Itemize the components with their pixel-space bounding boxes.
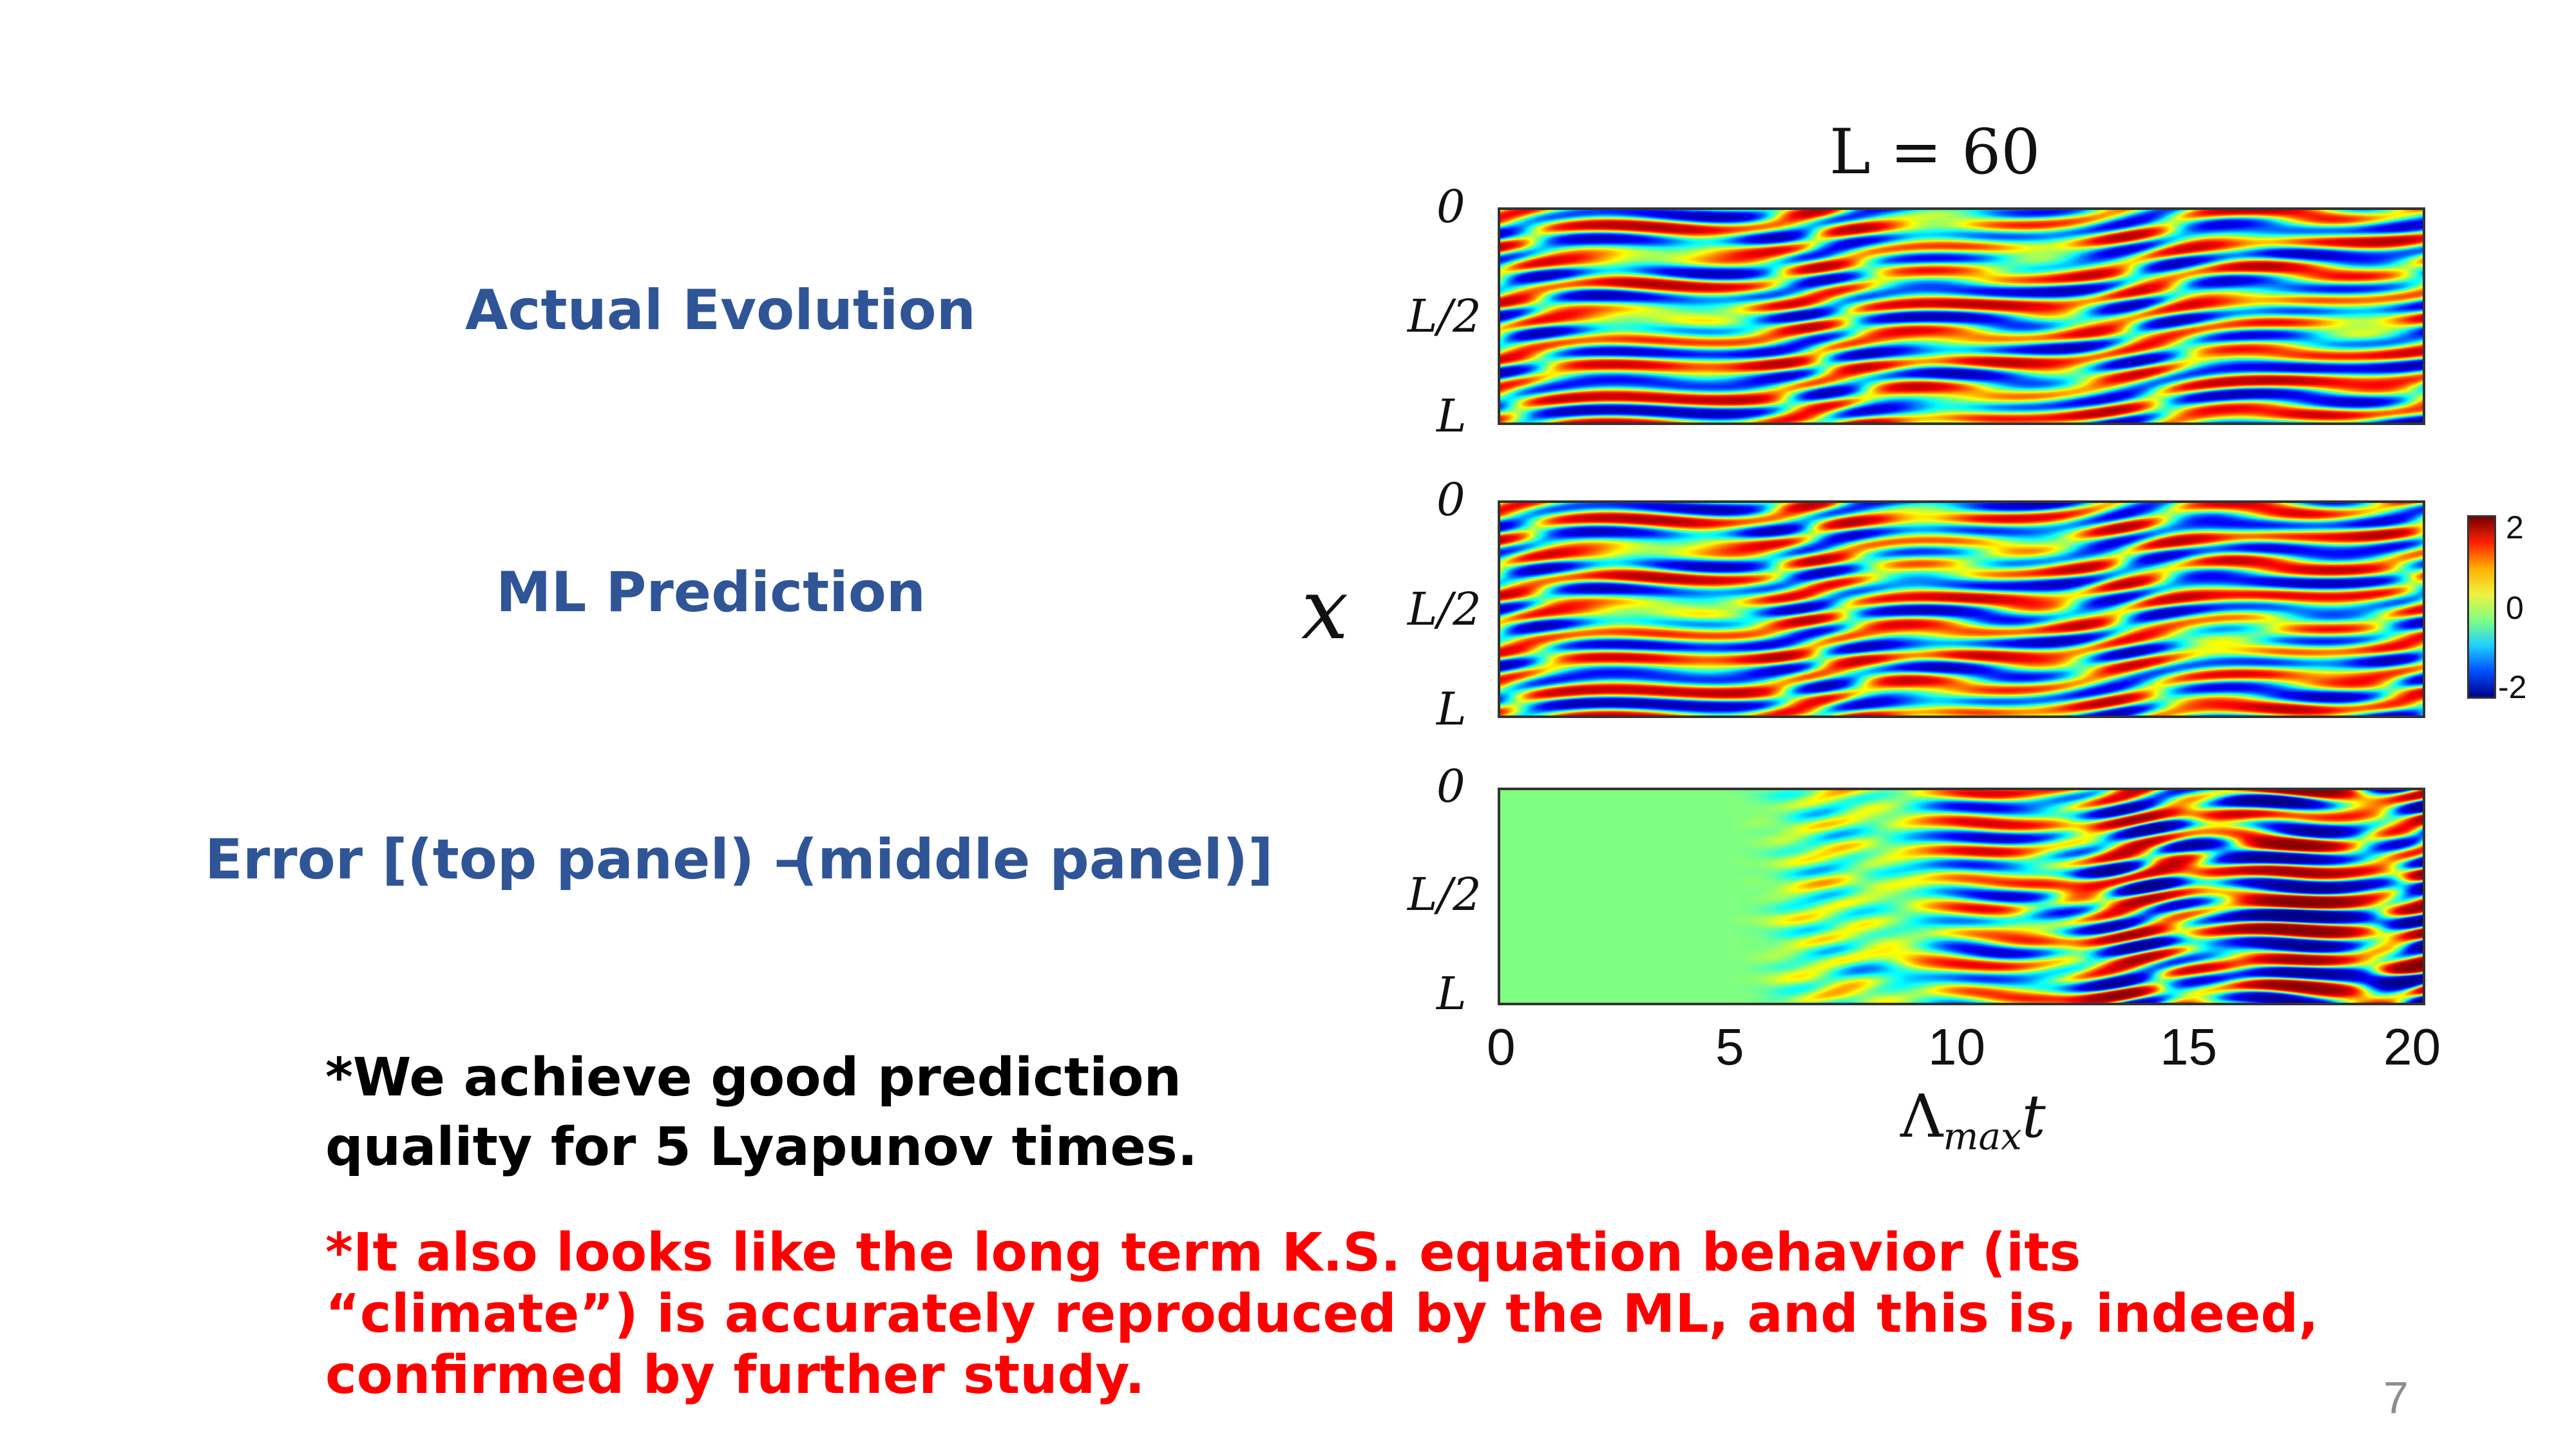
label-ml-prediction: ML Prediction	[496, 560, 926, 625]
ytick-0-panel-1: 0	[1436, 180, 1465, 233]
ytick-l-panel-3: L	[1436, 967, 1467, 1020]
label-error-right: (middle panel)]	[792, 828, 1274, 892]
ytick-0-panel-3: 0	[1436, 760, 1465, 813]
note-line-1: *We achieve good prediction	[325, 1047, 1182, 1108]
xtick-5: 5	[1715, 1018, 1744, 1075]
x-axis-label-t: t	[2021, 1082, 2046, 1151]
colorbar-tick-neg2: -2	[2498, 669, 2527, 705]
ytick-mid-panel-2: L/2	[1407, 583, 1482, 636]
heatmap-error	[1498, 788, 2425, 1005]
xtick-15: 15	[2160, 1018, 2217, 1075]
figure-title: L = 60	[1829, 116, 2041, 188]
ytick-0-panel-2: 0	[1436, 473, 1465, 526]
xtick-20: 20	[2383, 1018, 2441, 1075]
x-axis-label-lambda: Λ	[1900, 1082, 1943, 1151]
note-line-2: quality for 5 Lyapunov times.	[325, 1117, 1198, 1178]
x-axis-label-sub: max	[1943, 1114, 2022, 1159]
y-axis-label: x	[1301, 560, 1349, 658]
ytick-l-panel-2: L	[1436, 683, 1467, 735]
ytick-mid-panel-3: L/2	[1407, 868, 1482, 921]
note-prediction-quality: *We achieve good prediction quality for …	[325, 1043, 1227, 1182]
heatmap-actual-evolution	[1498, 207, 2425, 425]
slide-number: 7	[2383, 1372, 2409, 1423]
heatmap-canvas-ml	[1500, 503, 2423, 715]
note-climate: *It also looks like the long term K.S. e…	[325, 1222, 2319, 1406]
colorbar-tick-0: 0	[2506, 590, 2524, 626]
colorbar	[2467, 515, 2496, 699]
figure: L = 60 x 0 L/2 L 0 L/2 L 0 L/2 L 0 5 10 …	[1282, 97, 2557, 1191]
ytick-l-panel-1: L	[1436, 390, 1467, 442]
xtick-0: 0	[1487, 1018, 1516, 1075]
heatmap-canvas-actual	[1500, 210, 2423, 422]
xtick-10: 10	[1928, 1018, 1985, 1075]
ytick-mid-panel-1: L/2	[1407, 290, 1482, 343]
heatmap-canvas-error	[1500, 790, 2423, 1003]
label-actual-evolution: Actual Evolution	[465, 278, 976, 343]
heatmap-ml-prediction	[1498, 500, 2425, 718]
label-error-left: Error [(top panel) –	[205, 828, 802, 892]
x-axis-label: Λmaxt	[1900, 1082, 2046, 1158]
colorbar-tick-2: 2	[2506, 509, 2524, 545]
